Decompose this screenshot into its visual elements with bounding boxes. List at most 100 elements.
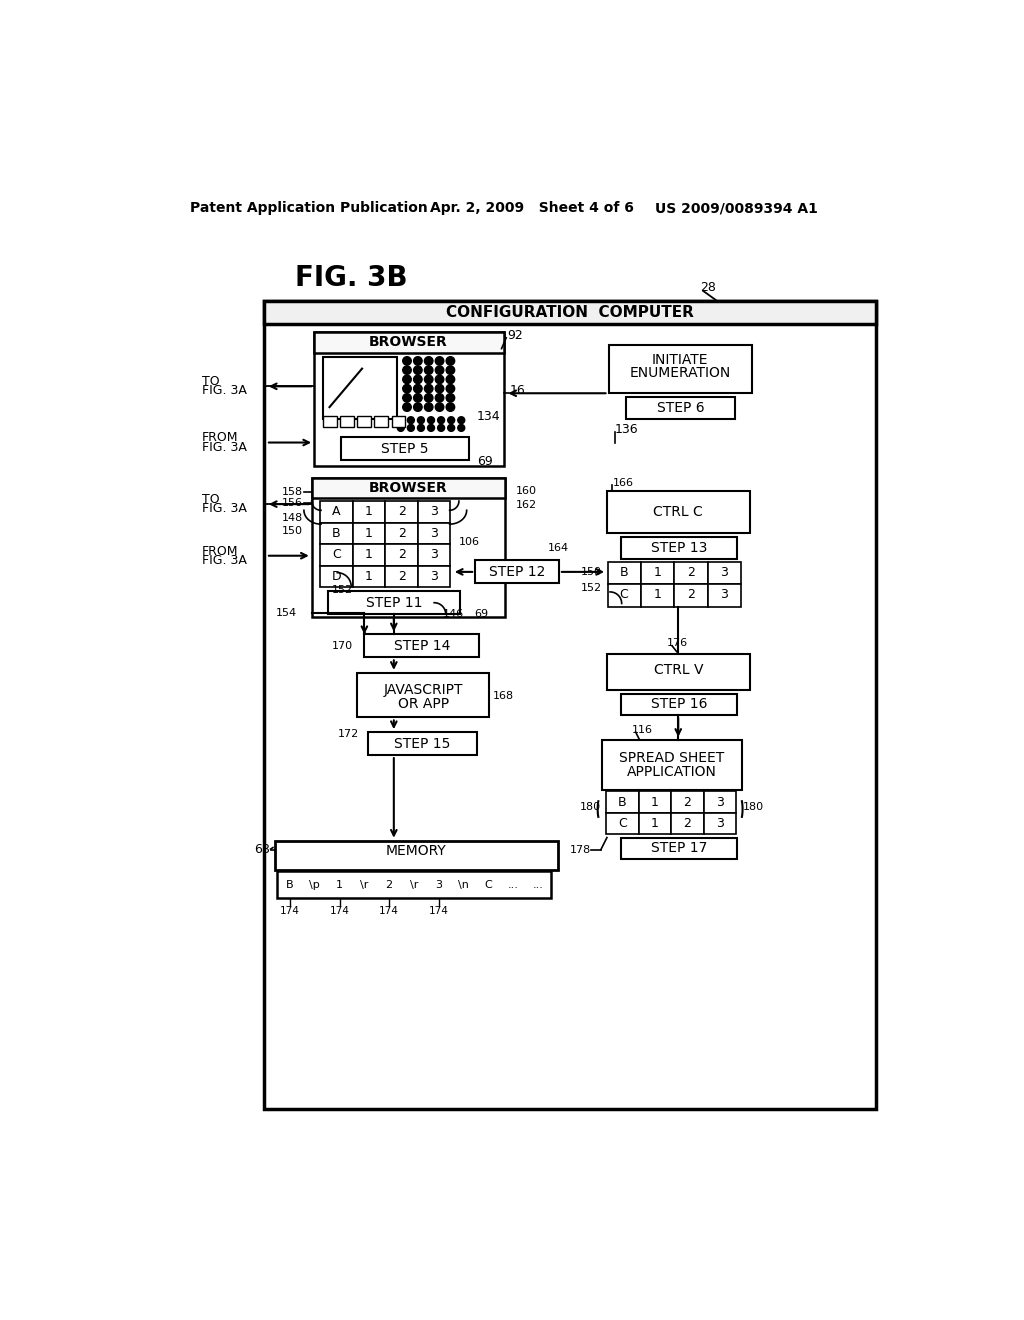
Text: 1: 1: [366, 570, 373, 583]
Bar: [418, 502, 451, 523]
Circle shape: [402, 384, 412, 393]
Text: 168: 168: [493, 690, 514, 701]
Text: BROWSER: BROWSER: [370, 480, 447, 495]
Text: 1: 1: [651, 796, 658, 809]
Bar: [418, 523, 451, 544]
Text: TO: TO: [202, 492, 219, 506]
Circle shape: [428, 417, 434, 424]
Text: STEP 16: STEP 16: [651, 697, 708, 711]
Text: 116: 116: [632, 725, 652, 735]
Text: 162: 162: [515, 500, 537, 510]
Circle shape: [424, 366, 433, 375]
Text: STEP 5: STEP 5: [381, 442, 428, 455]
Text: TO: TO: [202, 375, 219, 388]
Circle shape: [446, 393, 455, 403]
Bar: [621, 693, 737, 715]
Bar: [452, 873, 476, 896]
Text: MEMORY: MEMORY: [386, 845, 446, 858]
Bar: [639, 792, 672, 813]
Circle shape: [424, 393, 433, 403]
Bar: [621, 838, 737, 859]
Text: 2: 2: [684, 796, 691, 809]
Text: 16: 16: [509, 384, 525, 397]
Text: C: C: [484, 879, 493, 890]
Text: 150: 150: [283, 527, 303, 536]
Text: 156: 156: [283, 499, 303, 508]
Bar: [476, 873, 501, 896]
Bar: [607, 653, 751, 690]
Bar: [391, 416, 406, 428]
Text: INITIATE: INITIATE: [651, 354, 708, 367]
Bar: [385, 566, 418, 587]
Bar: [385, 502, 418, 523]
Text: FIG. 3A: FIG. 3A: [202, 554, 247, 566]
Circle shape: [447, 417, 455, 424]
Text: B: B: [332, 527, 341, 540]
Bar: [263, 301, 876, 1109]
Bar: [641, 585, 675, 607]
Text: 180: 180: [742, 801, 764, 812]
Circle shape: [408, 425, 415, 432]
Text: CTRL V: CTRL V: [653, 663, 703, 677]
Text: 2: 2: [397, 506, 406, 519]
Text: D: D: [332, 570, 341, 583]
Bar: [321, 566, 352, 587]
Text: STEP 15: STEP 15: [394, 737, 451, 751]
Circle shape: [435, 403, 443, 412]
Text: 3: 3: [435, 879, 442, 890]
Bar: [340, 416, 354, 428]
Bar: [352, 873, 377, 896]
Text: B: B: [620, 566, 629, 579]
Bar: [275, 841, 558, 870]
Bar: [606, 813, 639, 834]
Circle shape: [446, 403, 455, 412]
Text: 28: 28: [700, 281, 716, 294]
Text: 164: 164: [548, 543, 569, 553]
Bar: [302, 873, 328, 896]
Circle shape: [414, 356, 422, 366]
Bar: [365, 635, 479, 657]
Circle shape: [435, 384, 443, 393]
Text: 178: 178: [570, 845, 592, 855]
Bar: [314, 331, 504, 354]
Circle shape: [437, 417, 444, 424]
Circle shape: [418, 417, 424, 424]
Text: OR APP: OR APP: [397, 697, 449, 710]
Text: 106: 106: [459, 537, 480, 546]
Text: 172: 172: [338, 730, 359, 739]
Text: 3: 3: [430, 506, 438, 519]
Circle shape: [414, 393, 422, 403]
Text: ...: ...: [532, 879, 544, 890]
Bar: [352, 523, 385, 544]
Text: 2: 2: [386, 879, 393, 890]
Text: CTRL C: CTRL C: [653, 504, 703, 519]
Text: CONFIGURATION  COMPUTER: CONFIGURATION COMPUTER: [445, 305, 693, 319]
Text: 174: 174: [330, 906, 349, 916]
Bar: [606, 792, 639, 813]
Bar: [602, 739, 741, 789]
Bar: [501, 873, 525, 896]
Text: \p: \p: [309, 879, 321, 890]
Text: 1: 1: [366, 506, 373, 519]
Circle shape: [458, 425, 465, 432]
Text: 69: 69: [474, 610, 488, 619]
Text: FROM: FROM: [202, 432, 239, 445]
Circle shape: [424, 403, 433, 412]
Text: A: A: [332, 506, 341, 519]
Text: 3: 3: [430, 548, 438, 561]
Circle shape: [414, 403, 422, 412]
Text: FIG. 3A: FIG. 3A: [202, 384, 247, 397]
Bar: [426, 873, 452, 896]
Text: ENUMERATION: ENUMERATION: [629, 366, 730, 380]
Bar: [328, 591, 460, 614]
Bar: [324, 416, 337, 428]
Text: \n: \n: [458, 879, 469, 890]
Circle shape: [437, 425, 444, 432]
Text: FIG. 3A: FIG. 3A: [202, 441, 247, 454]
Bar: [639, 813, 672, 834]
Bar: [377, 873, 401, 896]
Text: Apr. 2, 2009   Sheet 4 of 6: Apr. 2, 2009 Sheet 4 of 6: [430, 202, 634, 215]
Text: 1: 1: [653, 566, 662, 579]
Bar: [352, 566, 385, 587]
Bar: [621, 537, 737, 558]
